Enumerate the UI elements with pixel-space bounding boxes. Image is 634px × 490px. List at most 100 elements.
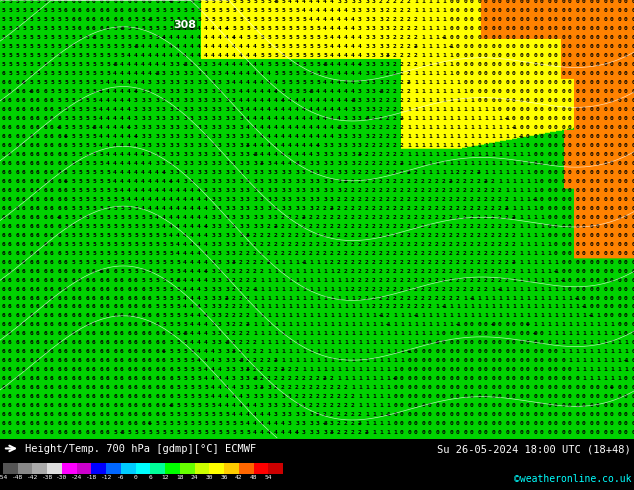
Text: 1: 1 — [428, 322, 432, 327]
Text: 3: 3 — [344, 143, 348, 148]
Text: 6: 6 — [15, 287, 19, 292]
Text: 0: 0 — [442, 341, 446, 345]
Text: 1: 1 — [386, 403, 390, 408]
Text: 6: 6 — [43, 125, 47, 130]
Text: 0: 0 — [428, 341, 432, 345]
Text: 0: 0 — [470, 331, 474, 337]
Text: 0: 0 — [512, 62, 516, 67]
Text: 2: 2 — [239, 295, 243, 300]
Text: 2: 2 — [267, 358, 271, 363]
Text: 4: 4 — [134, 89, 138, 94]
Text: 3: 3 — [253, 197, 257, 202]
Text: 4: 4 — [197, 197, 201, 202]
Text: 3: 3 — [246, 197, 250, 202]
Text: 3: 3 — [365, 45, 369, 49]
Text: 0: 0 — [596, 233, 600, 238]
Text: 4: 4 — [239, 45, 243, 49]
Text: 1: 1 — [603, 322, 607, 327]
Text: 2: 2 — [239, 251, 243, 256]
Text: 6: 6 — [29, 403, 33, 408]
Text: 3: 3 — [232, 251, 236, 256]
Text: 5: 5 — [1, 18, 5, 23]
Text: 6: 6 — [71, 18, 75, 23]
Text: 1: 1 — [435, 304, 439, 310]
Text: 3: 3 — [176, 152, 180, 157]
Text: 6: 6 — [22, 368, 26, 372]
Text: 2: 2 — [484, 242, 488, 246]
Text: 0: 0 — [533, 80, 537, 85]
Text: 6: 6 — [106, 349, 110, 354]
Text: 3: 3 — [253, 206, 257, 211]
Text: 2: 2 — [330, 215, 334, 220]
Text: 5: 5 — [50, 80, 54, 85]
Text: 0: 0 — [554, 179, 558, 184]
Text: 3: 3 — [148, 143, 152, 148]
Text: 2: 2 — [379, 116, 383, 121]
Text: 6: 6 — [43, 170, 47, 175]
Text: 0: 0 — [470, 421, 474, 426]
Text: 6: 6 — [169, 368, 173, 372]
Text: 1: 1 — [526, 269, 530, 273]
Text: 1: 1 — [274, 341, 278, 345]
Text: 0: 0 — [533, 161, 537, 166]
Text: 1: 1 — [435, 314, 439, 318]
Text: 6: 6 — [43, 376, 47, 381]
Text: 1: 1 — [540, 269, 544, 273]
Text: 5: 5 — [99, 242, 103, 246]
Text: 5: 5 — [78, 260, 82, 265]
Text: 5: 5 — [78, 215, 82, 220]
Text: 4: 4 — [246, 45, 250, 49]
Text: 5: 5 — [92, 80, 96, 85]
Text: 4: 4 — [337, 107, 341, 112]
Text: 0: 0 — [421, 376, 425, 381]
Text: 4: 4 — [337, 35, 341, 40]
Text: 2: 2 — [365, 430, 369, 435]
Text: 3: 3 — [197, 125, 201, 130]
Text: 3: 3 — [260, 403, 264, 408]
Text: 5: 5 — [288, 26, 292, 31]
Text: 3: 3 — [281, 170, 285, 175]
Text: 1: 1 — [449, 53, 453, 58]
Text: 3: 3 — [267, 179, 271, 184]
Text: 0: 0 — [617, 269, 621, 273]
Text: 1: 1 — [470, 116, 474, 121]
Text: 0: 0 — [414, 349, 418, 354]
Text: 0: 0 — [582, 287, 586, 292]
Text: 0: 0 — [582, 242, 586, 246]
Text: 2: 2 — [274, 224, 278, 229]
Text: 4: 4 — [204, 233, 208, 238]
Text: 0: 0 — [540, 89, 544, 94]
Text: 6: 6 — [99, 322, 103, 327]
Text: 2: 2 — [393, 45, 397, 49]
Text: 2: 2 — [477, 287, 481, 292]
Text: 1: 1 — [512, 188, 516, 193]
Text: 2: 2 — [421, 206, 425, 211]
Text: 3: 3 — [176, 98, 180, 103]
Text: 3: 3 — [246, 170, 250, 175]
Text: 5: 5 — [78, 125, 82, 130]
Text: 2: 2 — [253, 277, 257, 283]
Text: 1: 1 — [281, 331, 285, 337]
Text: 1: 1 — [386, 341, 390, 345]
Text: 1: 1 — [603, 368, 607, 372]
Text: 5: 5 — [267, 45, 271, 49]
Text: 5: 5 — [218, 412, 222, 417]
Text: 1: 1 — [358, 304, 362, 310]
Text: 5: 5 — [176, 430, 180, 435]
Text: 6: 6 — [106, 430, 110, 435]
Text: 2: 2 — [337, 260, 341, 265]
Text: 2: 2 — [400, 161, 404, 166]
Text: 5: 5 — [218, 430, 222, 435]
Text: 5: 5 — [218, 0, 222, 4]
Text: 5: 5 — [92, 206, 96, 211]
Text: 3: 3 — [225, 197, 229, 202]
Text: 6: 6 — [22, 287, 26, 292]
Text: +: + — [316, 412, 320, 417]
Text: 3: 3 — [323, 170, 327, 175]
Text: 6: 6 — [36, 134, 40, 139]
Text: 6: 6 — [29, 385, 33, 390]
Text: 5: 5 — [50, 26, 54, 31]
Text: 3: 3 — [344, 125, 348, 130]
Text: 3: 3 — [162, 107, 166, 112]
Text: 5: 5 — [155, 233, 159, 238]
